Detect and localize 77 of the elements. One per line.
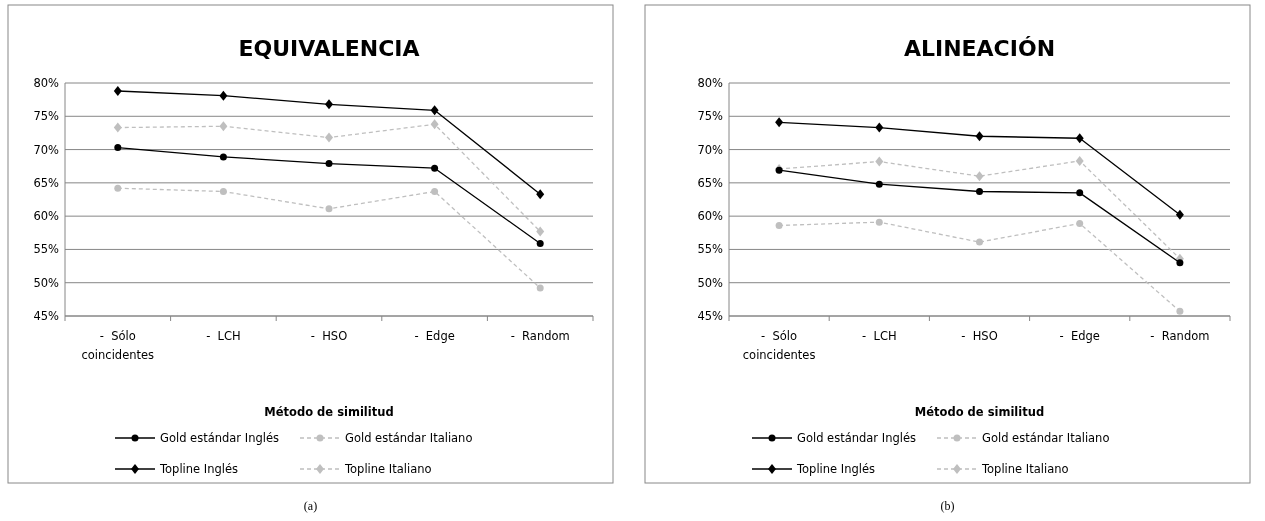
- text: (b): [940, 499, 955, 513]
- x-tick-label: - Sólo coincidentes: [81, 329, 155, 362]
- point: [775, 117, 784, 128]
- y-tick-label: 80%: [33, 76, 60, 91]
- y-tick-label: 60%: [33, 209, 60, 224]
- point: [1075, 133, 1084, 144]
- text: (a): [303, 499, 318, 513]
- point: [875, 218, 883, 226]
- point: [1176, 307, 1184, 315]
- point: [219, 121, 228, 132]
- x-tick-label: - Random: [1150, 329, 1210, 343]
- chart-title: EQUIVALENCIA: [238, 36, 420, 61]
- point: [114, 144, 122, 152]
- point: [113, 85, 122, 96]
- legend-label: Topline Inglés: [159, 462, 239, 477]
- y-tick-label: 55%: [697, 242, 724, 257]
- point: [775, 221, 783, 229]
- point: [431, 164, 439, 172]
- legend-label: Topline Italiano: [981, 462, 1069, 477]
- x-axis-title: Método de similitud: [264, 405, 394, 419]
- y-tick-label: 50%: [697, 275, 724, 290]
- point: [430, 119, 439, 130]
- y-tick-label: 45%: [33, 309, 60, 324]
- point: [875, 156, 884, 167]
- point: [219, 153, 227, 161]
- y-tick-label: 45%: [697, 309, 724, 324]
- y-tick-label: 75%: [33, 109, 60, 124]
- point: [114, 184, 122, 192]
- point: [113, 122, 122, 133]
- point: [219, 90, 228, 101]
- point: [536, 189, 545, 200]
- point: [325, 99, 333, 110]
- point: [976, 188, 983, 196]
- legend-label: Gold estándar Inglés: [160, 431, 279, 446]
- x-tick-label: - Sólo coincidentes: [742, 329, 816, 362]
- y-tick-label: 70%: [33, 142, 60, 157]
- legend-label: Gold estándar Italiano: [345, 431, 473, 446]
- point: [325, 132, 333, 143]
- point: [536, 226, 545, 237]
- x-tick-label: - LCH: [862, 329, 897, 343]
- point: [325, 160, 333, 168]
- point: [430, 105, 439, 116]
- legend-label: Topline Inglés: [796, 462, 876, 477]
- y-tick-label: 50%: [33, 275, 60, 290]
- point: [975, 131, 984, 142]
- point: [976, 238, 983, 246]
- y-tick-label: 55%: [33, 242, 60, 257]
- point: [1076, 189, 1084, 197]
- point: [219, 188, 227, 196]
- point: [875, 180, 883, 188]
- y-tick-label: 70%: [697, 142, 724, 157]
- point: [536, 239, 544, 247]
- x-tick-label: - HSO: [310, 329, 348, 343]
- y-tick-label: 60%: [697, 209, 724, 224]
- point: [431, 188, 439, 196]
- y-tick-label: 75%: [697, 109, 724, 124]
- y-tick-label: 80%: [697, 76, 724, 91]
- point: [1175, 209, 1184, 220]
- x-tick-label: - Random: [510, 329, 570, 343]
- x-axis-title: Método de similitud: [914, 405, 1045, 419]
- x-tick-label: - Edge: [1059, 329, 1100, 343]
- legend-label: Topline Italiano: [344, 462, 432, 477]
- point: [975, 171, 984, 182]
- y-tick-label: 65%: [33, 175, 60, 190]
- chart-title: ALINEACIÓN: [903, 36, 1056, 61]
- legend-label: Gold estándar Inglés: [797, 431, 916, 446]
- point: [1075, 155, 1084, 166]
- point: [1076, 219, 1084, 227]
- point: [875, 122, 884, 133]
- point: [325, 205, 333, 213]
- x-tick-label: - HSO: [961, 329, 998, 343]
- x-tick-label: - Edge: [414, 329, 455, 343]
- y-tick-label: 65%: [697, 175, 724, 190]
- x-tick-label: - LCH: [206, 329, 241, 343]
- point: [536, 284, 544, 292]
- legend-label: Gold estándar Italiano: [982, 431, 1110, 446]
- point: [1176, 259, 1184, 267]
